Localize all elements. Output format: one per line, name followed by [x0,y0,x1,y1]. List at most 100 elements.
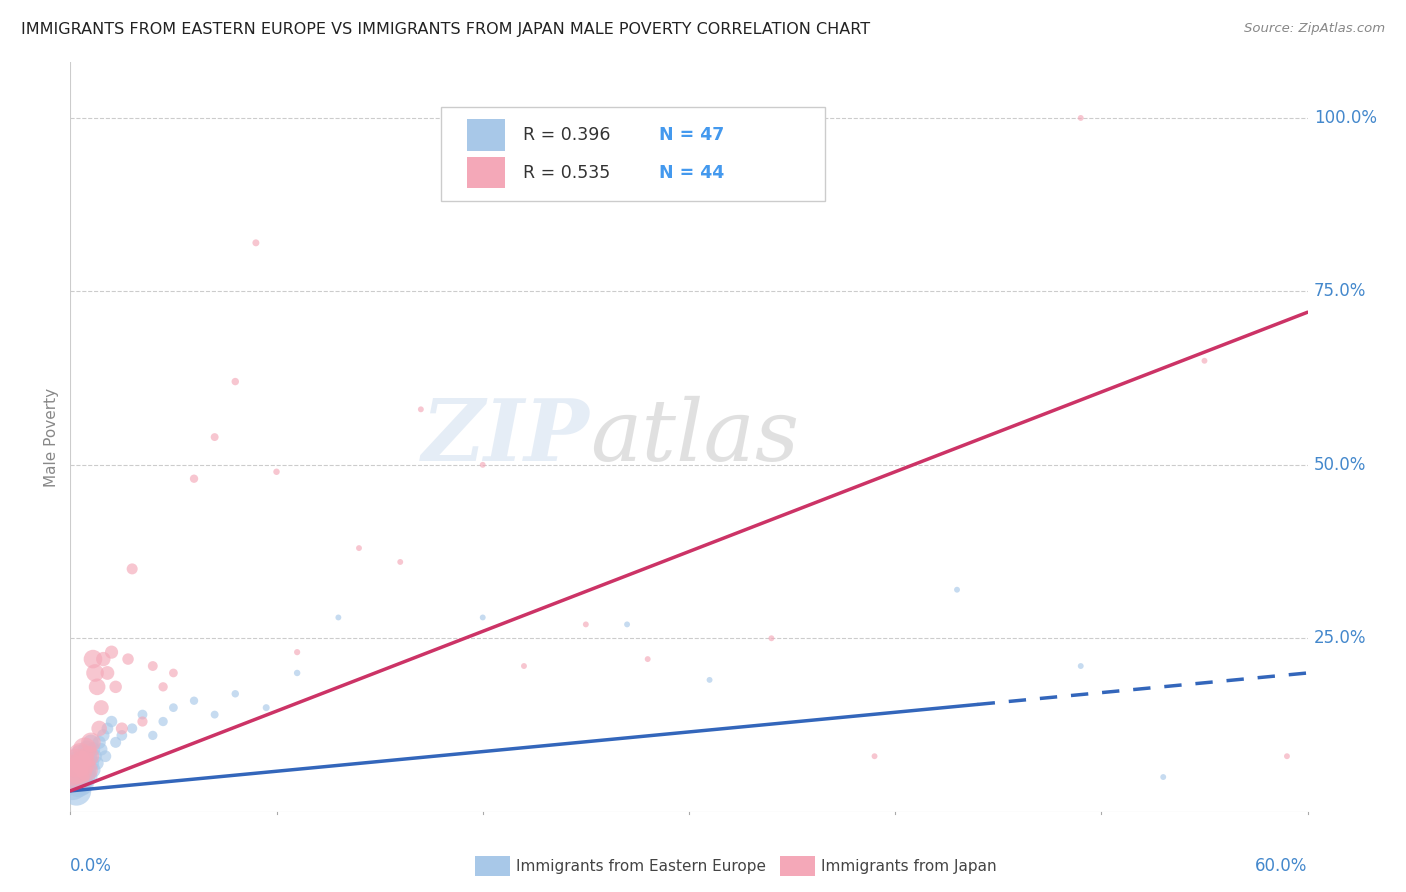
Point [1070,111,1092,125]
Point [72,777,94,791]
Point [389,555,412,569]
Point [863,749,886,764]
Point [224,375,246,389]
Point [76,763,98,777]
FancyBboxPatch shape [467,120,505,151]
Point [90,742,112,756]
Point [699,673,721,687]
Point [84,749,107,764]
Point [73,742,96,756]
Text: 60.0%: 60.0% [1256,856,1308,875]
Point [204,707,226,722]
Point [82,652,104,666]
Point [104,680,127,694]
Text: 100.0%: 100.0% [1313,109,1376,127]
Point [946,582,969,597]
Text: 25.0%: 25.0% [1313,629,1367,648]
Point [285,645,308,659]
Point [86,756,108,771]
Point [80,735,103,749]
Point [65,756,87,771]
Point [121,722,143,736]
Point [60,763,83,777]
Point [63,770,86,784]
Point [575,617,598,632]
Point [69,749,91,764]
Point [65,784,87,798]
Point [96,665,118,680]
Point [121,562,143,576]
Point [513,659,536,673]
Point [67,763,90,777]
Point [80,735,103,749]
Point [1152,770,1174,784]
Point [94,749,117,764]
Point [72,756,94,771]
Point [100,645,122,659]
Point [96,722,118,736]
Point [131,707,153,722]
Point [328,610,350,624]
Point [67,777,90,791]
Text: N = 44: N = 44 [659,163,724,182]
Text: ZIP: ZIP [422,395,591,479]
Point [91,728,114,742]
Point [104,735,127,749]
Point [142,728,165,742]
Point [254,700,277,714]
Point [76,742,98,756]
Point [1070,659,1092,673]
Text: 0.0%: 0.0% [70,856,112,875]
Point [80,756,103,771]
Point [69,749,91,764]
Point [77,749,100,764]
Point [162,700,184,714]
Point [183,472,205,486]
Point [117,652,139,666]
Point [761,632,783,646]
Point [637,652,659,666]
Point [84,665,107,680]
Text: 50.0%: 50.0% [1313,456,1367,474]
FancyBboxPatch shape [441,107,825,201]
Text: R = 0.396: R = 0.396 [523,126,610,145]
Point [266,465,288,479]
Point [152,680,174,694]
Text: N = 47: N = 47 [659,126,724,145]
Point [73,756,96,771]
Point [285,665,308,680]
Point [111,728,134,742]
Point [142,659,165,673]
Point [1194,353,1216,368]
Point [224,687,246,701]
Text: Immigrants from Japan: Immigrants from Japan [821,859,997,873]
Text: Source: ZipAtlas.com: Source: ZipAtlas.com [1244,22,1385,36]
Point [131,714,153,729]
Point [91,652,114,666]
Point [162,665,184,680]
Point [100,714,122,729]
Point [183,694,205,708]
Point [471,610,494,624]
Point [245,235,267,250]
Point [409,402,432,417]
Text: IMMIGRANTS FROM EASTERN EUROPE VS IMMIGRANTS FROM JAPAN MALE POVERTY CORRELATION: IMMIGRANTS FROM EASTERN EUROPE VS IMMIGR… [21,22,870,37]
Point [67,756,90,771]
Point [77,770,100,784]
Y-axis label: Male Poverty: Male Poverty [44,387,59,487]
FancyBboxPatch shape [467,157,505,188]
Point [69,770,91,784]
Point [77,749,100,764]
Point [89,735,111,749]
Text: Immigrants from Eastern Europe: Immigrants from Eastern Europe [516,859,766,873]
Point [471,458,494,472]
Point [60,777,83,791]
Point [89,722,111,736]
Point [82,742,104,756]
Point [90,700,112,714]
Point [65,763,87,777]
Point [82,763,104,777]
Point [1275,749,1298,764]
Point [152,714,174,729]
Point [63,770,86,784]
